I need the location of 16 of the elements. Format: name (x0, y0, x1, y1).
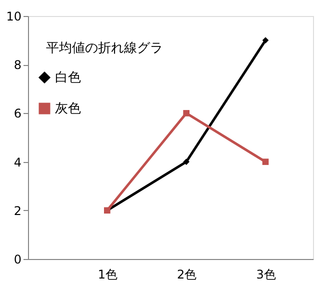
x-tick-label: 2色 (177, 268, 197, 282)
point (262, 158, 269, 165)
point (262, 37, 269, 44)
point (183, 158, 190, 165)
text: 平均値の折れ線グラ (46, 41, 163, 56)
y-tick-label: 8 (14, 58, 22, 72)
point (183, 110, 190, 116)
y-tick-label: 10 (6, 10, 22, 24)
x-tick-label: 3色 (256, 268, 276, 282)
legend-label: 白色 (55, 70, 81, 86)
y-tick-label: 0 (14, 252, 22, 266)
y-tick-label: 4 (14, 155, 22, 170)
y-tick-label: 6 (14, 106, 22, 121)
legend-label: 灰色 (55, 102, 81, 116)
x-tick-label: 1色 (98, 268, 118, 282)
y-tick-label: 2 (14, 204, 22, 218)
